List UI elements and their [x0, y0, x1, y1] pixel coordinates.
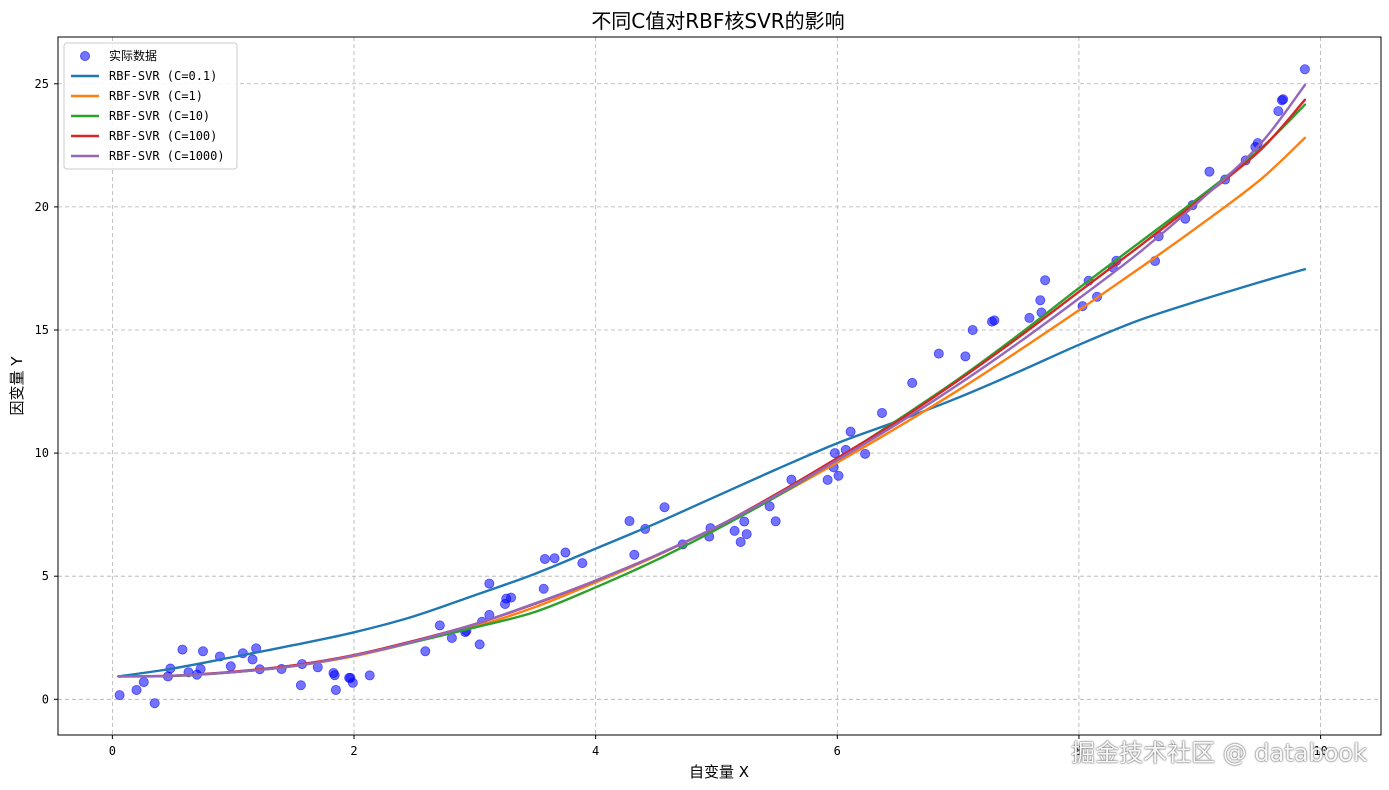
data-point	[739, 516, 750, 527]
y-axis-label: 因变量 Y	[8, 356, 26, 416]
data-point	[729, 525, 740, 536]
series-line-2	[117, 103, 1307, 678]
data-point	[114, 690, 125, 701]
data-point	[197, 646, 208, 657]
chart-title: 不同C值对RBF核SVR的影响	[591, 9, 844, 33]
legend-label-1: RBF-SVR (C=1)	[109, 89, 203, 103]
data-point	[577, 558, 588, 569]
x-tick-label: 0	[109, 744, 116, 758]
data-point	[195, 664, 206, 675]
data-point	[560, 547, 571, 558]
data-point	[549, 553, 560, 564]
legend-label-3: RBF-SVR (C=100)	[109, 129, 217, 143]
data-point	[1278, 94, 1289, 105]
y-tick-label: 20	[35, 200, 49, 214]
data-point	[177, 644, 188, 655]
data-point	[659, 502, 670, 513]
grid	[58, 37, 1381, 735]
data-point	[833, 470, 844, 481]
data-point	[1273, 106, 1284, 117]
series-line-4	[117, 83, 1307, 678]
data-point	[538, 583, 549, 594]
data-point	[845, 426, 856, 437]
y-tick-label: 5	[42, 569, 49, 583]
y-tick-label: 15	[35, 323, 49, 337]
data-point	[138, 677, 149, 688]
y-tick-label: 10	[35, 446, 49, 460]
data-point	[347, 677, 358, 688]
data-point	[1204, 166, 1215, 177]
data-point	[484, 578, 495, 589]
data-point	[364, 670, 375, 681]
data-point	[420, 646, 431, 657]
series-line-3	[117, 98, 1307, 678]
data-point	[629, 549, 640, 560]
data-point	[624, 516, 635, 527]
legend-label-scatter: 实际数据	[109, 48, 157, 63]
series-line-0	[117, 268, 1307, 678]
data-point	[741, 529, 752, 540]
data-point	[989, 315, 1000, 326]
scatter-layer	[114, 64, 1310, 709]
data-point	[131, 684, 142, 695]
legend-box	[63, 42, 238, 170]
data-point	[434, 620, 445, 631]
x-tick-label: 4	[592, 744, 599, 758]
plot-area	[57, 36, 1382, 736]
data-point	[907, 377, 918, 388]
data-point	[960, 351, 971, 362]
data-point	[1035, 295, 1046, 306]
data-point	[474, 639, 485, 650]
y-tick-label: 25	[35, 77, 49, 91]
data-point	[330, 684, 341, 695]
data-point	[506, 592, 517, 603]
data-point	[295, 680, 306, 691]
data-point	[822, 474, 833, 485]
x-tick-label: 6	[834, 744, 841, 758]
data-point	[539, 553, 550, 564]
legend-label-4: RBF-SVR (C=1000)	[109, 149, 225, 163]
x-tick-label: 8	[1075, 744, 1082, 758]
data-point	[967, 324, 978, 335]
x-tick-label: 10	[1313, 744, 1327, 758]
watermark: 掘金技术社区 @ databook	[1071, 739, 1367, 767]
data-point	[225, 661, 236, 672]
legend-marker-scatter	[80, 51, 91, 62]
y-tick-label: 0	[42, 692, 49, 706]
legend-label-2: RBF-SVR (C=10)	[109, 109, 210, 123]
data-point	[877, 407, 888, 418]
data-point	[770, 516, 781, 527]
legend-label-0: RBF-SVR (C=0.1)	[109, 69, 217, 83]
x-axis-ticks: 0 2 4 6 8 10	[109, 735, 1328, 758]
y-axis-ticks: 0 5 10 15 20 25	[35, 77, 58, 706]
data-point	[247, 654, 258, 665]
data-point	[933, 348, 944, 359]
lines-layer	[117, 83, 1307, 678]
series-line-1	[117, 136, 1307, 678]
x-axis-label: 自变量 X	[689, 763, 749, 781]
data-point	[1299, 64, 1310, 75]
data-point	[149, 698, 160, 709]
data-point	[829, 448, 840, 459]
legend: 实际数据 RBF-SVR (C=0.1) RBF-SVR (C=1) RBF-SVR …	[63, 42, 238, 170]
data-point	[735, 536, 746, 547]
data-point	[329, 670, 340, 681]
data-point	[1040, 275, 1051, 286]
x-tick-label: 2	[350, 744, 357, 758]
data-point	[860, 448, 871, 459]
data-point	[1024, 312, 1035, 323]
